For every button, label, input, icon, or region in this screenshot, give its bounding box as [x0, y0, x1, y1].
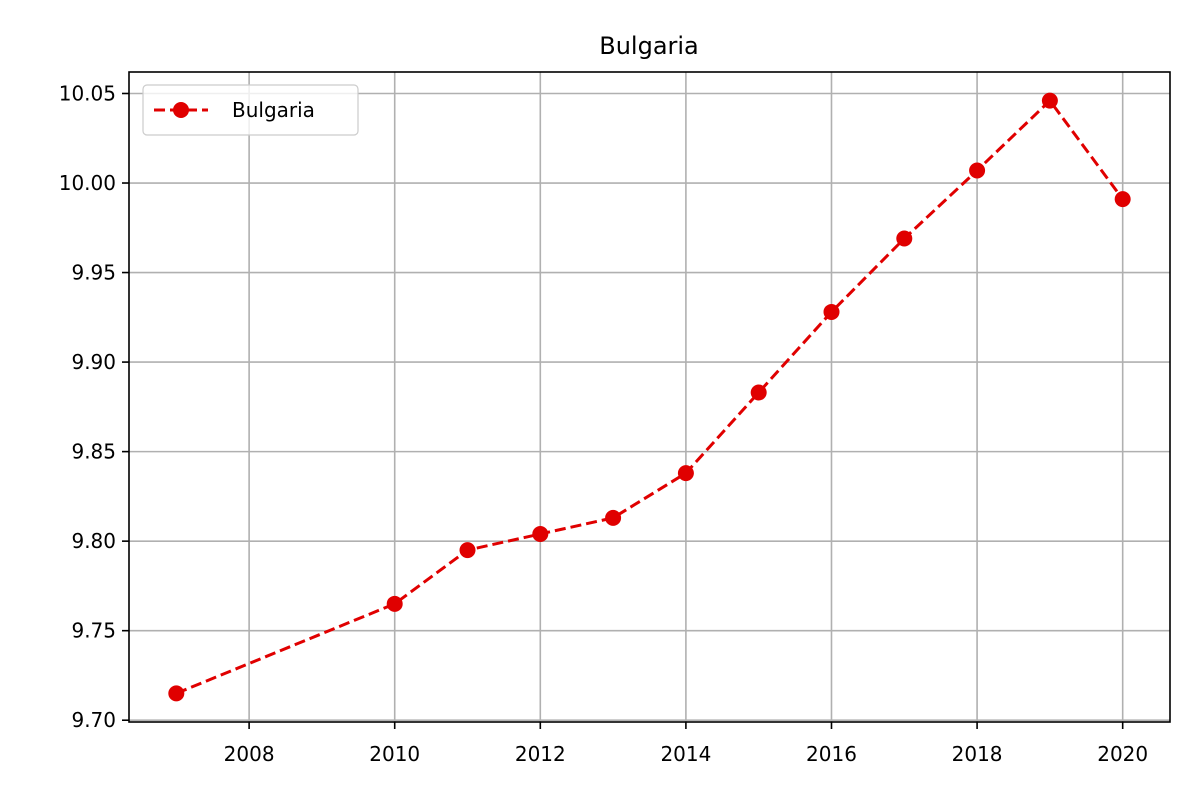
x-tick-label: 2016: [806, 742, 857, 766]
data-point: [168, 685, 185, 702]
chart-title: Bulgaria: [599, 32, 699, 60]
data-point: [896, 230, 913, 247]
y-tick-label: 9.90: [71, 350, 116, 374]
x-tick-label: 2008: [224, 742, 275, 766]
grid: [129, 72, 1170, 722]
data-point: [459, 542, 476, 559]
y-tick-label: 10.05: [59, 81, 116, 105]
data-point: [1041, 92, 1058, 109]
data-point: [605, 509, 622, 526]
x-tick-label: 2010: [369, 742, 420, 766]
legend-box: [142, 84, 359, 136]
legend-marker: [173, 102, 189, 118]
y-tick-label: 10.00: [59, 171, 116, 195]
data-point: [969, 162, 986, 179]
data-point: [532, 525, 549, 542]
y-tick-label: 9.80: [71, 529, 116, 553]
legend: Bulgaria: [142, 84, 359, 136]
series-layer: [168, 92, 1131, 702]
y-tick-label: 9.75: [71, 619, 116, 643]
data-point: [823, 303, 840, 320]
x-tick-label: 2018: [952, 742, 1003, 766]
data-point: [1114, 191, 1131, 208]
y-axis: 9.70 9.75 9.80 9.85 9.90 9.95 10.00 10.05: [59, 81, 129, 732]
data-point: [677, 465, 694, 482]
x-tick-label: 2012: [515, 742, 566, 766]
x-axis: 2008 2010 2012 2014 2016 2018 2020: [224, 722, 1148, 766]
y-tick-label: 9.95: [71, 261, 116, 285]
data-point: [750, 384, 767, 401]
y-tick-label: 9.70: [71, 708, 116, 732]
x-tick-label: 2014: [660, 742, 711, 766]
series-line: [175, 98, 1124, 695]
plot-frame: [128, 71, 1171, 723]
legend-label: Bulgaria: [232, 98, 315, 122]
x-tick-label: 2020: [1097, 742, 1148, 766]
data-point: [386, 595, 403, 612]
y-tick-label: 9.85: [71, 440, 116, 464]
